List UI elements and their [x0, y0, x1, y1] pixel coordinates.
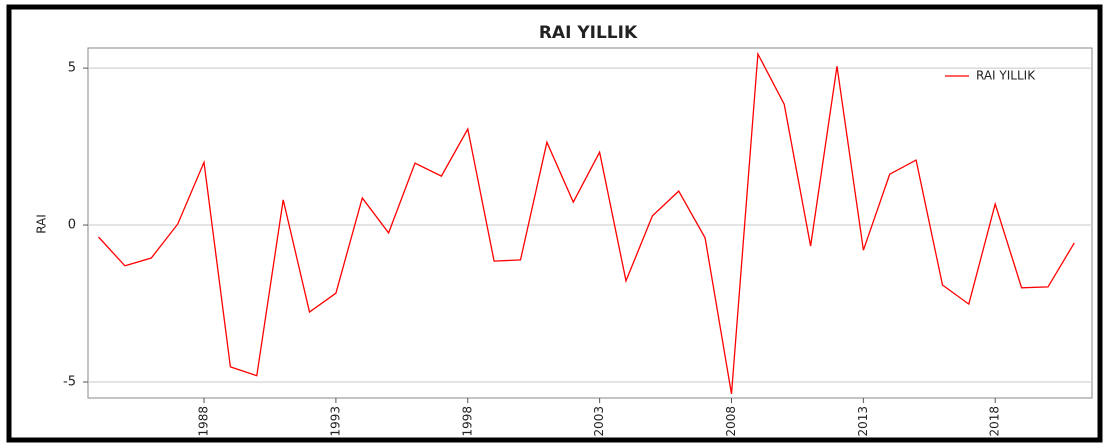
- x-tick-label: 1998: [460, 406, 474, 437]
- x-tick-label: 1993: [328, 406, 342, 437]
- x-tick-label: 2018: [988, 406, 1002, 437]
- x-tick-label: 1988: [197, 406, 211, 437]
- y-tick-label: 0: [68, 218, 76, 233]
- data-line: [98, 51, 1075, 395]
- plot-area: [87, 47, 1093, 399]
- y-axis-label: RAI: [35, 214, 49, 234]
- y-tick-label: 5: [68, 61, 76, 76]
- legend-label: RAI YILLIK: [976, 69, 1036, 83]
- x-tick-label: 2008: [724, 406, 738, 437]
- chart-title: RAI YILLIK: [539, 23, 638, 43]
- x-tick-label: 2003: [592, 406, 606, 437]
- y-tick-label: -5: [63, 374, 76, 389]
- x-tick-label: 2013: [856, 406, 870, 437]
